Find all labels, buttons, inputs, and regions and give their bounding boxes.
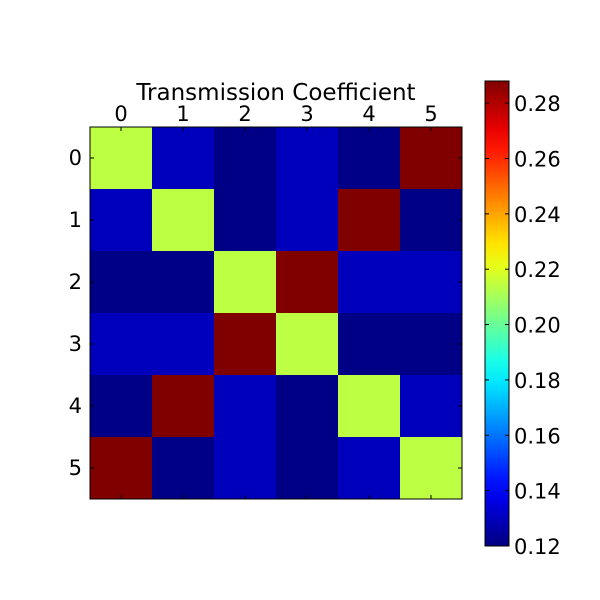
heatmap-cell-4-3 xyxy=(276,375,339,438)
heatmap-cell-2-3 xyxy=(276,251,339,314)
heatmap-cell-4-5 xyxy=(400,375,463,438)
colorbar-tick-label: 0.20 xyxy=(514,314,561,338)
heatmap-cell-2-5 xyxy=(400,251,463,314)
plot-frame xyxy=(89,126,463,500)
y-tick-label: 0 xyxy=(69,146,82,170)
heatmap-cells xyxy=(90,127,463,500)
chart-title: Transmission Coefficient xyxy=(135,80,415,106)
x-tick-label: 0 xyxy=(114,102,127,126)
colorbar-frame xyxy=(484,80,510,547)
heatmap-cell-1-3 xyxy=(276,189,339,252)
x-tick-label: 2 xyxy=(238,102,251,126)
y-tick-label: 3 xyxy=(69,332,82,356)
heatmap-cell-5-3 xyxy=(276,437,339,500)
colorbar-tick-label: 0.18 xyxy=(514,369,561,393)
heatmap-cell-2-1 xyxy=(152,251,215,314)
y-tick-label: 4 xyxy=(69,394,82,418)
x-tick-label: 1 xyxy=(176,102,189,126)
heatmap-cell-3-0 xyxy=(90,313,153,376)
heatmap-cell-5-5 xyxy=(400,437,463,500)
colorbar-tick-label: 0.16 xyxy=(514,424,561,448)
heatmap-cell-2-2 xyxy=(214,251,277,314)
heatmap-cell-1-0 xyxy=(90,189,153,252)
colorbar-tick-label: 0.12 xyxy=(514,535,561,559)
heatmap-cell-4-1 xyxy=(152,375,215,438)
colorbar-tick-label: 0.24 xyxy=(514,203,561,227)
heatmap-cell-0-3 xyxy=(276,127,339,190)
colorbar-tick-label: 0.14 xyxy=(514,480,561,504)
y-tick-label: 1 xyxy=(69,208,82,232)
heatmap-cell-3-5 xyxy=(400,313,463,376)
colorbar-tick-label: 0.28 xyxy=(514,92,561,116)
y-tick-label: 2 xyxy=(69,270,82,294)
heatmap-cell-5-1 xyxy=(152,437,215,500)
colorbar-gradient xyxy=(485,81,509,546)
colorbar-tick-label: 0.22 xyxy=(514,258,561,282)
heatmap-cell-0-1 xyxy=(152,127,215,190)
heatmap-cell-5-4 xyxy=(338,437,401,500)
heatmap-cell-4-4 xyxy=(338,375,401,438)
heatmap-cell-4-2 xyxy=(214,375,277,438)
heatmap-cell-3-3 xyxy=(276,313,339,376)
heatmap-cell-1-5 xyxy=(400,189,463,252)
heatmap-cell-1-4 xyxy=(338,189,401,252)
colorbar-ticks: 0.12 0.14 0.16 0.18 0.20 0.22 0.24 0.26 0.28 xyxy=(485,92,561,559)
heatmap-cell-1-1 xyxy=(152,189,215,252)
heatmap-cell-4-0 xyxy=(90,375,153,438)
heatmap-cell-2-4 xyxy=(338,251,401,314)
heatmap-cell-3-1 xyxy=(152,313,215,376)
heatmap-cell-0-4 xyxy=(338,127,401,190)
y-tick-label: 5 xyxy=(69,456,82,480)
heatmap-cell-0-5 xyxy=(400,127,463,190)
heatmap-cell-2-0 xyxy=(90,251,153,314)
heatmap-cell-3-2 xyxy=(214,313,277,376)
x-ticks: 0 1 2 3 4 5 xyxy=(114,102,438,499)
heatmap-cell-0-2 xyxy=(214,127,277,190)
heatmap-cell-5-2 xyxy=(214,437,277,500)
x-tick-label: 3 xyxy=(300,102,313,126)
colorbar: 0.12 0.14 0.16 0.18 0.20 0.22 0.24 0.26 0.28 xyxy=(484,80,561,559)
heatmap-cell-5-0 xyxy=(90,437,153,500)
colorbar-tick-label: 0.26 xyxy=(514,148,561,172)
heatmap-cell-3-4 xyxy=(338,313,401,376)
y-ticks: 0 1 2 3 4 5 xyxy=(69,146,462,480)
x-tick-label: 5 xyxy=(424,102,437,126)
heatmap-cell-1-2 xyxy=(214,189,277,252)
heatmap-cell-0-0 xyxy=(90,127,153,190)
x-tick-label: 4 xyxy=(362,102,375,126)
